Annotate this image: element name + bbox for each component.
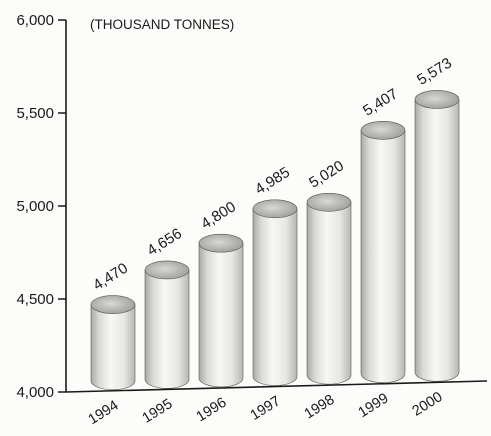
- data-label: 4,470: [90, 260, 131, 294]
- bar-body: [306, 201, 352, 385]
- bar-body: [414, 99, 460, 382]
- bar-1997: [252, 199, 298, 386]
- x-tick-label: 2000: [410, 389, 446, 420]
- x-axis: [65, 380, 488, 393]
- x-tick-label: 1996: [194, 395, 230, 426]
- bar-2000: [414, 90, 460, 382]
- y-tick-label: 5,500: [16, 105, 54, 122]
- x-tick-labels: 1994 1995 1996 1997 1998 1999 2000: [86, 389, 446, 428]
- bar-1999: [360, 120, 406, 384]
- y-tick-label: 4,500: [16, 291, 54, 308]
- x-tick-label: 1997: [248, 393, 284, 424]
- x-tick-label: 1995: [140, 396, 176, 427]
- data-label: 4,656: [144, 225, 185, 259]
- bars: [90, 90, 460, 391]
- bar-body: [252, 208, 298, 386]
- data-label: 4,800: [198, 198, 239, 232]
- x-tick-label: 1994: [86, 397, 122, 428]
- bar-top: [306, 192, 352, 212]
- data-label: 4,985: [252, 164, 293, 198]
- bar-body: [90, 304, 136, 391]
- y-ticks: 4,000 4,500 5,000 5,500 6,000: [16, 12, 66, 401]
- bar-top: [252, 199, 298, 219]
- bar-1995: [144, 260, 190, 389]
- bar-1998: [306, 192, 352, 385]
- x-tick-label: 1999: [356, 390, 392, 421]
- bar-body: [360, 129, 406, 384]
- bar-top: [198, 233, 244, 253]
- unit-label: (THOUSAND TONNES): [90, 17, 234, 32]
- bar-top: [144, 260, 190, 280]
- bar-body: [144, 269, 190, 389]
- data-label: 5,573: [414, 55, 455, 89]
- x-tick-label: 1998: [302, 392, 338, 423]
- bar-top: [414, 90, 460, 109]
- bar-1996: [198, 233, 244, 388]
- y-tick-label: 4,000: [16, 384, 54, 401]
- data-label: 5,407: [360, 85, 401, 119]
- bar-top: [90, 295, 136, 314]
- x-axis-line: [65, 380, 488, 393]
- y-tick-label: 6,000: [16, 12, 54, 29]
- data-label: 5,020: [306, 157, 347, 191]
- bar-body: [198, 242, 244, 388]
- y-tick-label: 5,000: [16, 198, 54, 215]
- bar-1994: [90, 295, 136, 391]
- bar-top: [360, 120, 406, 140]
